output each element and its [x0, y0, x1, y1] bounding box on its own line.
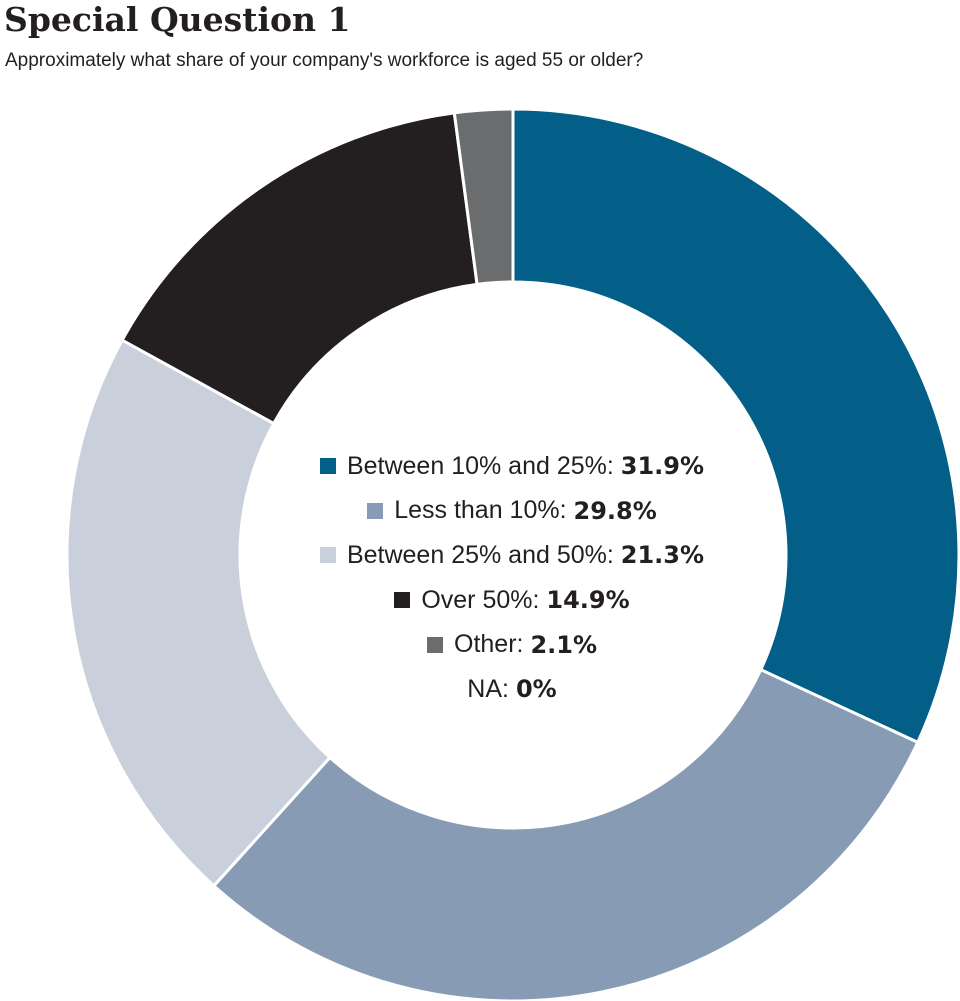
donut-slice: [65, 338, 333, 888]
donut-slice: [452, 107, 515, 287]
legend-item: Less than 10%: 29.8%: [212, 489, 812, 534]
legend-swatch: [394, 592, 411, 609]
legend-item: Over 50%: 14.9%: [212, 578, 812, 623]
legend-label: NA: [467, 674, 503, 703]
legend-label: Between 25% and 50%: [346, 540, 607, 569]
donut-slice: [211, 667, 920, 1001]
legend-item: Between 10% and 25%: 31.9%: [212, 444, 812, 489]
legend-value: 2.1%: [530, 630, 597, 659]
legend-item: Between 25% and 50%: 21.3%: [212, 533, 812, 578]
legend-label: Over 50%: [421, 585, 533, 614]
legend-value: 14.9%: [546, 586, 630, 615]
legend-swatch: [427, 636, 443, 653]
legend-swatch: [319, 547, 336, 564]
donut-slice: [120, 111, 479, 426]
legend-item: NA: 0%: [467, 674, 557, 704]
legend-item: Other: 2.1%: [212, 622, 812, 667]
legend-label: Other: [454, 630, 517, 659]
legend-swatch: [367, 502, 384, 519]
legend-value: 21.3%: [620, 541, 705, 570]
chart-subtitle: Approximately what share of your company…: [5, 50, 644, 71]
chart-title: Special Question 1: [4, 0, 351, 39]
donut-slice: [511, 107, 960, 745]
legend-swatch: [319, 458, 336, 475]
legend-value: 31.9%: [620, 452, 705, 481]
legend-value: 0%: [515, 675, 557, 704]
legend: Between 10% and 25%: 31.9% Less than 10%…: [212, 444, 812, 712]
legend-label: Between 10% and 25%: [346, 451, 607, 480]
legend-value: 29.8%: [573, 496, 657, 525]
legend-label: Less than 10%: [394, 496, 560, 525]
